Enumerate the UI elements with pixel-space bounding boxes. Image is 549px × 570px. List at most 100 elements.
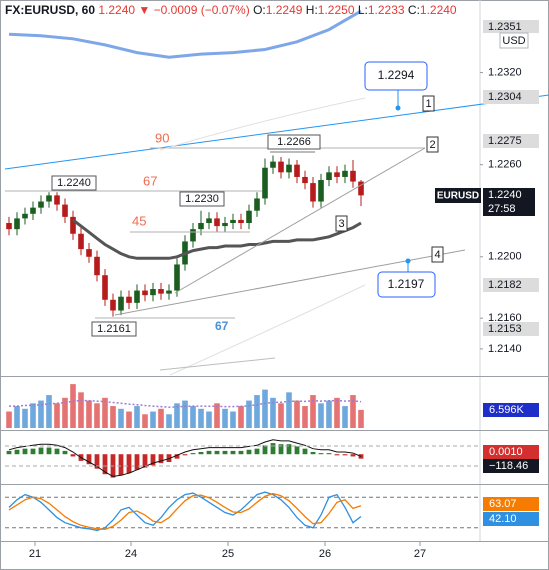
candle-body (174, 264, 180, 291)
macd-bar (230, 450, 236, 455)
candle-body (118, 296, 124, 311)
volume-bar (6, 411, 12, 428)
macd-bar (246, 449, 252, 455)
macd-bar (166, 454, 172, 462)
macd-bar (190, 453, 196, 455)
marker-box (179, 191, 225, 207)
candle-body (86, 249, 92, 257)
volume-bar (126, 411, 132, 428)
volume-bar (206, 411, 212, 428)
candle-body (342, 170, 348, 177)
line-tag-box (426, 136, 439, 153)
macd-bar (174, 454, 180, 459)
change: −0.0009 (−0.07%) (154, 3, 250, 17)
macd-bar (262, 445, 268, 455)
macd-bar (278, 444, 284, 455)
candle-body (278, 161, 284, 173)
candle-body (126, 296, 132, 303)
volume-bar (134, 406, 140, 428)
macd-value-label: −118.46 (489, 460, 528, 472)
x-tick-label: 24 (125, 548, 137, 560)
x-tick-label: 27 (414, 548, 426, 560)
volume-bar (262, 389, 268, 428)
volume-bar (38, 400, 44, 428)
candle-body (150, 289, 156, 296)
candle-body (310, 183, 316, 202)
volume-bar (246, 400, 252, 428)
volume-bar (270, 397, 276, 428)
y-tick-label: 1.2200 (488, 251, 522, 263)
currency-box[interactable] (499, 32, 529, 49)
volume-bar (54, 403, 60, 428)
macd-bar (318, 453, 324, 455)
candle-body (190, 229, 196, 242)
candle-body (302, 176, 308, 184)
line-tag-box (422, 95, 435, 112)
scale-box (483, 322, 539, 336)
macd-bar (54, 448, 60, 455)
stoch-line (8, 491, 362, 532)
x-tick-label: 26 (319, 548, 331, 560)
candle-body (246, 210, 252, 224)
scale-label: 1.2182 (488, 279, 522, 291)
volume-bar (302, 406, 308, 428)
candle-body (158, 289, 164, 294)
line-tag-box (335, 215, 348, 232)
volume-bar (222, 408, 228, 428)
y-tick-label: 1.2140 (488, 343, 522, 355)
volume-bar (286, 392, 292, 428)
scale-box (483, 134, 539, 148)
marker-text: 1.2266 (277, 136, 311, 148)
x-tick-label: 25 (222, 548, 234, 560)
macd-bar (238, 450, 244, 455)
macd-bar (198, 452, 204, 455)
volume-bar (182, 400, 188, 428)
candle-body (286, 164, 292, 173)
volume-label: 6.596K (489, 404, 525, 416)
y-tick-label: 1.2160 (488, 312, 522, 324)
macd-bar (302, 448, 308, 455)
volume-bar (342, 406, 348, 428)
macd-bar (222, 450, 228, 455)
volume-bar (70, 384, 76, 428)
candle-body (46, 195, 52, 202)
o-value: 1.2249 (266, 3, 303, 17)
volume-bar (46, 395, 52, 428)
stoch-label: 42.10 (489, 513, 517, 525)
o-label: O: (253, 3, 266, 17)
scale-label: 1.2275 (488, 135, 522, 147)
macd-signal-label: 0.0010 (489, 446, 523, 458)
fib-label: 90 (155, 130, 169, 145)
symbol: FX:EURUSD, 60 (5, 3, 95, 17)
h-label: H: (306, 3, 318, 17)
macd-bar (214, 450, 220, 455)
band-line (159, 97, 366, 151)
macd-line (8, 439, 362, 477)
candle-body (14, 218, 20, 230)
fib-label: 67 (215, 319, 229, 333)
currency-label[interactable]: USD (502, 35, 525, 47)
trend-line (174, 147, 426, 294)
volume-bar (326, 400, 332, 428)
volume-bar (198, 408, 204, 428)
macd-bar (254, 448, 260, 455)
last-price: 1.2240 (488, 189, 522, 201)
candle-body (62, 204, 68, 217)
macd-bar (46, 447, 52, 455)
candle-body (30, 207, 36, 214)
volume-bar (358, 409, 364, 428)
candle-body (270, 161, 276, 168)
volume-bar (254, 395, 260, 428)
candle-body (102, 275, 108, 300)
line-tag-box (431, 246, 444, 263)
arrow: ▼ (138, 3, 150, 17)
marker-text: 1.2240 (57, 177, 91, 189)
callout-text: 1.2294 (378, 68, 415, 82)
volume-bar (190, 406, 196, 428)
macd-bar (150, 454, 156, 466)
trend-line (159, 357, 276, 371)
volume-bar (158, 408, 164, 428)
candle-body (334, 172, 340, 177)
